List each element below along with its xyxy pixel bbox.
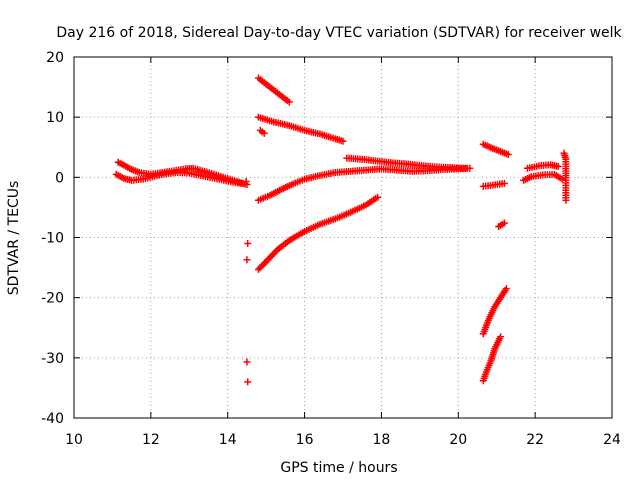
data-point xyxy=(462,164,470,172)
x-axis-label: GPS time / hours xyxy=(280,460,397,476)
series-upper-band xyxy=(343,154,470,172)
data-point xyxy=(260,129,268,137)
data-point xyxy=(502,285,510,293)
series-late-short xyxy=(495,219,508,231)
data-point xyxy=(242,178,250,186)
y-axis-label: SDTVAR / TECUs xyxy=(6,181,22,296)
x-tick-label: 24 xyxy=(603,432,621,448)
series-short-14.9 xyxy=(256,126,268,137)
y-tick-label: -30 xyxy=(41,351,64,367)
series-lower-arc xyxy=(254,193,382,273)
y-tick-label: 0 xyxy=(55,170,64,186)
data-points xyxy=(112,74,570,386)
y-tick-label: 20 xyxy=(46,50,64,66)
data-point xyxy=(504,150,512,158)
grid-layer xyxy=(74,57,612,418)
data-point xyxy=(554,163,562,171)
series-late-steep-a xyxy=(479,285,510,338)
data-point xyxy=(558,175,566,183)
data-point xyxy=(261,259,269,267)
data-point xyxy=(497,333,505,341)
x-tick-label: 22 xyxy=(526,432,544,448)
series-mid-upper-arc xyxy=(254,113,347,145)
data-point xyxy=(374,193,382,201)
axes-layer xyxy=(73,56,613,419)
tick-labels: 10 12 14 16 18 20 22 24 -40 -30 -20 -10 0 10 20 xyxy=(41,50,621,448)
x-tick-label: 18 xyxy=(373,432,391,448)
data-point xyxy=(243,256,251,264)
series-early-arc-lower xyxy=(112,169,249,188)
series-late-mid xyxy=(479,179,508,190)
series-far-arcs-lower xyxy=(520,170,566,184)
series-late-steep-b xyxy=(479,333,505,385)
data-point xyxy=(244,378,252,386)
y-tick-label: -10 xyxy=(41,231,64,247)
series-high-arc xyxy=(254,74,293,106)
y-tick-label: -20 xyxy=(41,291,64,307)
x-tick-label: 14 xyxy=(219,432,237,448)
data-point xyxy=(500,219,508,227)
series-late-upper xyxy=(479,140,512,158)
chart-title: Day 216 of 2018, Sidereal Day-to-day VTE… xyxy=(56,25,622,41)
data-point xyxy=(500,179,508,187)
x-tick-label: 20 xyxy=(449,432,467,448)
y-tick-label: -40 xyxy=(41,411,64,427)
data-point xyxy=(562,196,570,204)
data-point xyxy=(339,137,347,145)
x-tick-label: 10 xyxy=(65,432,83,448)
series-far-right xyxy=(560,149,570,204)
data-point xyxy=(285,98,293,106)
data-point xyxy=(243,358,251,366)
data-point xyxy=(244,240,252,248)
series-far-arcs-upper xyxy=(523,161,562,172)
x-tick-label: 16 xyxy=(296,432,314,448)
plot-frame xyxy=(73,56,613,419)
x-tick-label: 12 xyxy=(142,432,160,448)
y-tick-label: 10 xyxy=(46,110,64,126)
series-isolated-14.6 xyxy=(242,178,252,386)
